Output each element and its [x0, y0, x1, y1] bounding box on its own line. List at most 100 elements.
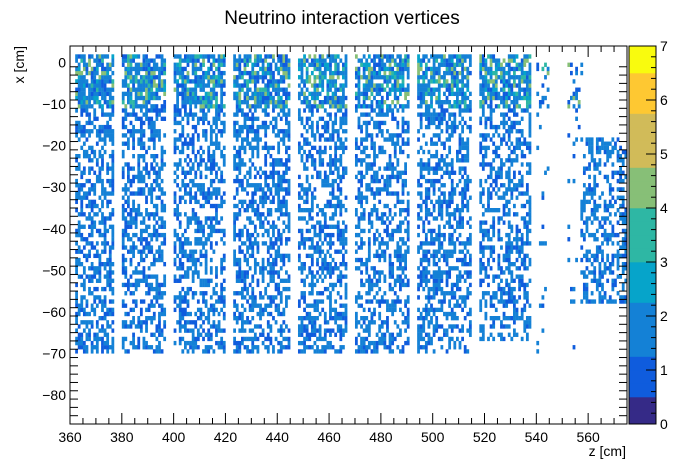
- heatmap-cell: [331, 100, 335, 105]
- heatmap-cell: [448, 100, 452, 105]
- heatmap-cell: [310, 108, 314, 113]
- heatmap-cell: [406, 100, 410, 105]
- heatmap-cell: [235, 120, 239, 126]
- heatmap-cell: [344, 282, 348, 288]
- heatmap-cell: [375, 208, 379, 213]
- heatmap-cell: [134, 278, 138, 283]
- heatmap-cell: [329, 311, 332, 317]
- heatmap-cell: [95, 228, 99, 234]
- heatmap-cell: [373, 191, 376, 196]
- heatmap-cell: [422, 58, 426, 63]
- heatmap-cell: [297, 91, 301, 97]
- heatmap-cell: [274, 307, 278, 313]
- heatmap-cell: [305, 208, 309, 213]
- heatmap-cell: [336, 129, 340, 134]
- heatmap-cell: [316, 291, 319, 296]
- heatmap-cell: [251, 328, 255, 333]
- heatmap-cell: [88, 91, 91, 97]
- heatmap-cell: [137, 320, 141, 325]
- heatmap-cell: [233, 336, 236, 342]
- heatmap-cell: [373, 345, 376, 350]
- heatmap-cell: [191, 345, 195, 350]
- heatmap-cell: [303, 282, 306, 288]
- heatmap-cell: [329, 270, 332, 275]
- heatmap-cell: [147, 79, 151, 84]
- heatmap-cell: [256, 183, 260, 188]
- heatmap-cell: [106, 228, 110, 234]
- heatmap-cell: [435, 237, 439, 242]
- heatmap-cell: [326, 262, 330, 267]
- heatmap-cell: [238, 91, 242, 97]
- heatmap-cell: [277, 66, 281, 72]
- heatmap-cell: [404, 104, 407, 109]
- heatmap-cell: [427, 120, 431, 126]
- heatmap-cell: [220, 295, 224, 300]
- heatmap-cell: [82, 83, 86, 88]
- heatmap-cell: [316, 245, 319, 250]
- heatmap-cell: [300, 58, 304, 63]
- heatmap-cell: [336, 187, 340, 192]
- heatmap-cell: [329, 58, 332, 63]
- heatmap-cell: [75, 208, 78, 213]
- heatmap-cell: [235, 307, 239, 313]
- heatmap-cell: [318, 253, 322, 259]
- heatmap-cell: [82, 191, 86, 196]
- heatmap-cell: [380, 66, 384, 72]
- heatmap-cell: [318, 291, 322, 296]
- heatmap-cell: [362, 336, 366, 342]
- heatmap-cell: [220, 87, 224, 92]
- heatmap-cell: [305, 166, 309, 171]
- heatmap-cell: [380, 249, 384, 254]
- heatmap-cell: [435, 149, 439, 155]
- heatmap-cell: [215, 162, 218, 167]
- heatmap-cell: [396, 228, 400, 234]
- heatmap-cell: [310, 286, 314, 292]
- heatmap-cell: [160, 291, 164, 296]
- heatmap-cell: [129, 291, 133, 296]
- heatmap-cell: [199, 307, 203, 313]
- heatmap-cell: [93, 124, 97, 130]
- heatmap-cell: [310, 120, 314, 126]
- heatmap-cell: [248, 295, 252, 300]
- heatmap-cell: [95, 340, 99, 346]
- heatmap-cell: [139, 79, 143, 84]
- heatmap-cell: [370, 66, 374, 72]
- heatmap-cell: [378, 340, 382, 346]
- heatmap-cell: [176, 145, 180, 151]
- heatmap-cell: [137, 340, 141, 346]
- heatmap-cell: [233, 112, 236, 117]
- heatmap-cell: [326, 183, 330, 188]
- heatmap-cell: [360, 245, 363, 250]
- heatmap-cell: [282, 104, 286, 109]
- heatmap-cell: [391, 274, 395, 279]
- heatmap-cell: [207, 100, 211, 105]
- heatmap-cell: [235, 137, 239, 142]
- heatmap-cell: [443, 54, 446, 59]
- heatmap-cell: [152, 137, 156, 142]
- heatmap-cell: [326, 79, 330, 84]
- heatmap-cell: [207, 307, 211, 313]
- heatmap-cell: [209, 257, 213, 263]
- heatmap-cell: [339, 270, 343, 275]
- heatmap-cell: [274, 91, 278, 97]
- heatmap-cell: [362, 216, 366, 221]
- heatmap-cell: [287, 295, 291, 300]
- heatmap-cell: [176, 62, 180, 67]
- heatmap-cell: [432, 154, 436, 159]
- heatmap-cell: [388, 270, 392, 275]
- heatmap-cell: [329, 158, 332, 163]
- heatmap-cell: [334, 100, 338, 105]
- heatmap-cell: [160, 311, 164, 317]
- heatmap-cell: [300, 208, 304, 213]
- heatmap-cell: [380, 83, 384, 88]
- heatmap-cell: [178, 220, 182, 225]
- heatmap-cell: [266, 54, 270, 59]
- heatmap-cell: [342, 220, 345, 225]
- heatmap-cell: [375, 282, 379, 288]
- heatmap-cell: [365, 75, 369, 80]
- heatmap-cell: [323, 266, 327, 271]
- heatmap-cell: [305, 100, 309, 105]
- heatmap-cell: [106, 320, 110, 325]
- heatmap-cell: [137, 262, 141, 267]
- heatmap-cell: [313, 316, 317, 321]
